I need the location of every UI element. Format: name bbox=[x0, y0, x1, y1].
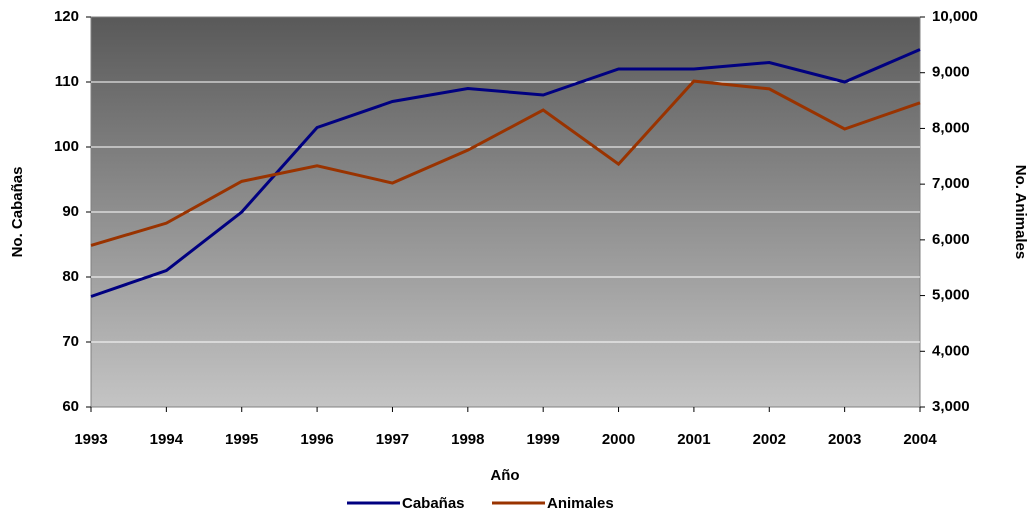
y2-tick-label: 8,000 bbox=[932, 119, 970, 136]
x-tick-label: 1997 bbox=[376, 431, 409, 448]
y-tick-label: 100 bbox=[54, 138, 79, 155]
y2-tick-label: 3,000 bbox=[932, 398, 970, 415]
y-tick-label: 80 bbox=[62, 268, 79, 285]
x-tick-label: 1999 bbox=[526, 431, 559, 448]
y2-axis-label: No. Animales bbox=[1012, 165, 1029, 259]
x-tick-label: 1998 bbox=[451, 431, 484, 448]
x-tick-label: 1993 bbox=[74, 431, 107, 448]
y2-tick-label: 4,000 bbox=[932, 342, 970, 359]
legend-label: Cabañas bbox=[402, 495, 465, 512]
y-tick-label: 110 bbox=[55, 73, 79, 90]
x-tick-label: 2004 bbox=[903, 431, 937, 448]
y2-tick-label: 7,000 bbox=[932, 175, 970, 192]
y2-tick-label: 5,000 bbox=[932, 287, 970, 304]
y-tick-label: 70 bbox=[62, 333, 79, 350]
x-axis-label: Año bbox=[490, 467, 519, 484]
y-tick-label: 90 bbox=[62, 203, 79, 220]
x-tick-label: 1996 bbox=[300, 431, 333, 448]
x-tick-label: 2001 bbox=[677, 431, 710, 448]
legend-label: Animales bbox=[547, 495, 614, 512]
y-tick-label: 60 bbox=[62, 398, 79, 415]
x-tick-label: 2002 bbox=[753, 431, 786, 448]
x-tick-label: 1995 bbox=[225, 431, 258, 448]
x-tick-label: 1994 bbox=[150, 431, 184, 448]
y2-tick-label: 9,000 bbox=[932, 64, 970, 81]
y-axis-label: No. Cabañas bbox=[9, 167, 26, 258]
x-tick-label: 2000 bbox=[602, 431, 635, 448]
y2-tick-label: 10,000 bbox=[932, 8, 978, 25]
series-line bbox=[90, 79, 921, 247]
series-line bbox=[90, 48, 921, 298]
x-tick-label: 2003 bbox=[828, 431, 861, 448]
y-tick-label: 120 bbox=[54, 8, 79, 25]
y2-tick-label: 6,000 bbox=[932, 231, 970, 248]
